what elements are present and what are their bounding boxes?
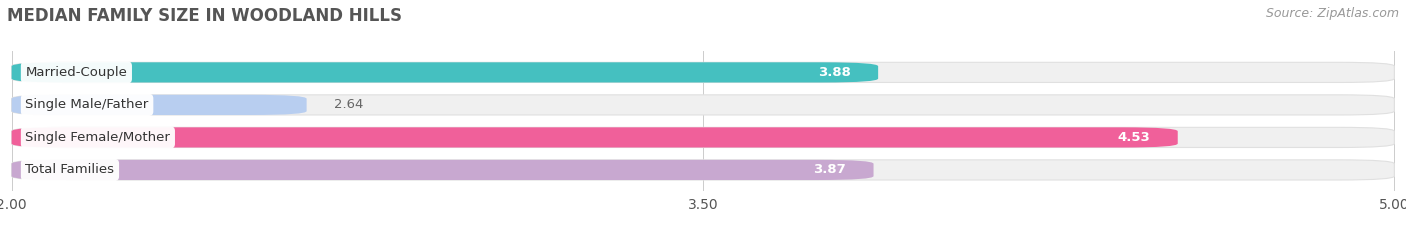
- Text: 4.53: 4.53: [1118, 131, 1150, 144]
- Text: 3.88: 3.88: [818, 66, 851, 79]
- FancyBboxPatch shape: [11, 127, 1178, 147]
- Text: Source: ZipAtlas.com: Source: ZipAtlas.com: [1265, 7, 1399, 20]
- Text: 3.87: 3.87: [813, 163, 846, 176]
- FancyBboxPatch shape: [11, 62, 1395, 82]
- Text: MEDIAN FAMILY SIZE IN WOODLAND HILLS: MEDIAN FAMILY SIZE IN WOODLAND HILLS: [7, 7, 402, 25]
- FancyBboxPatch shape: [11, 127, 1395, 147]
- Text: 2.64: 2.64: [335, 98, 364, 111]
- Text: Single Female/Mother: Single Female/Mother: [25, 131, 170, 144]
- FancyBboxPatch shape: [11, 160, 1395, 180]
- FancyBboxPatch shape: [11, 95, 307, 115]
- Text: Married-Couple: Married-Couple: [25, 66, 128, 79]
- FancyBboxPatch shape: [11, 62, 879, 82]
- Text: Total Families: Total Families: [25, 163, 114, 176]
- FancyBboxPatch shape: [11, 95, 1395, 115]
- Text: Single Male/Father: Single Male/Father: [25, 98, 149, 111]
- FancyBboxPatch shape: [11, 160, 873, 180]
